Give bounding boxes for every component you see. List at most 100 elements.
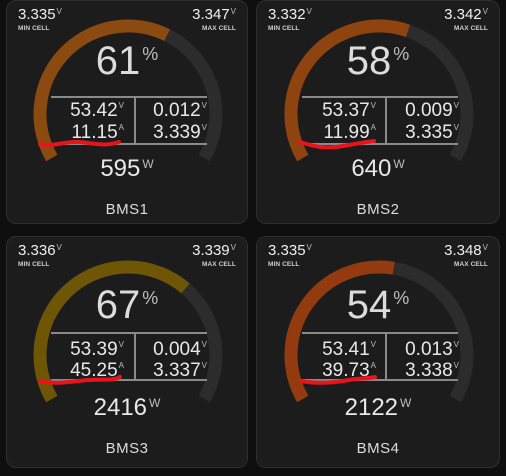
soc-value: 61 [95,39,141,83]
divider-horizontal [51,143,207,145]
min-cell-label: MIN CELL [268,261,300,268]
pack-current: 11.99A [324,123,376,142]
min-cell-unit: V [306,7,312,16]
average-cell: 3.337V [153,361,207,380]
max-cell-reading: 3.342V MAX CELL [444,7,488,33]
cell-difference-value: 0.013 [405,339,453,360]
pack-current-value: 11.15 [71,122,118,143]
pack-current: 39.73A [322,361,376,380]
current-unit: A [370,123,376,132]
max-cell-label: MAX CELL [453,25,488,32]
average-cell-value: 3.337 [153,360,201,381]
bms-name: BMS2 [356,201,400,218]
min-cell-label: MIN CELL [18,261,50,268]
bms-name: BMS4 [356,440,400,457]
soc-percentage: 54% [257,285,499,325]
divider-vertical [385,332,387,381]
average-unit: V [453,361,459,370]
max-cell-reading: 3.348V MAX CELL [444,243,488,269]
max-cell-value: 3.348 [444,242,482,259]
average-unit: V [453,123,459,132]
min-cell-unit: V [56,7,62,16]
average-cell: 3.335V [405,123,459,142]
power-value: 640 [351,155,392,182]
max-cell-reading: 3.339V MAX CELL [192,243,236,269]
soc-gauge [33,260,223,403]
divider-vertical [385,96,387,145]
cell-difference-value: 0.004 [153,339,201,360]
pack-voltage-value: 53.39 [70,339,118,360]
power-unit: W [142,157,154,171]
soc-value: 54 [346,283,392,327]
bms-name: BMS1 [105,201,149,218]
power-unit: W [149,396,161,410]
max-cell-unit: V [230,243,236,252]
percent-symbol: % [142,44,159,64]
average-cell-value: 3.335 [405,122,453,143]
power-reading: 640 W [257,157,499,181]
cell-difference-value: 0.012 [153,100,201,121]
soc-value: 58 [346,39,392,83]
current-unit: A [118,123,124,132]
difference-unit: V [201,340,207,349]
min-cell-unit: V [306,243,312,252]
current-unit: A [118,361,124,370]
divider-horizontal [51,96,207,98]
pack-voltage: 53.42V [70,101,124,120]
percent-symbol: % [393,44,410,64]
difference-unit: V [453,101,459,110]
soc-value: 67 [95,283,141,327]
max-cell-value: 3.347 [192,6,230,23]
max-cell-label: MAX CELL [201,261,236,268]
cell-difference: 0.009V [405,101,459,120]
soc-gauge [284,260,474,403]
min-cell-reading: 3.335V MIN CELL [268,243,312,269]
divider-horizontal [51,379,207,381]
percent-symbol: % [142,288,159,308]
soc-gauge [284,19,474,162]
power-reading: 2416 W [7,396,247,420]
pack-current-value: 39.73 [322,360,370,381]
soc-gauge [33,19,223,162]
bms-card[interactable]: 3.335V MIN CELL 3.347V MAX CELL 61% 53.4… [6,0,248,224]
current-unit: A [370,361,376,370]
percent-symbol: % [393,288,410,308]
min-cell-value: 3.336 [18,242,56,259]
gauge-fill [284,260,395,403]
gauge-fill [33,260,190,403]
power-reading: 595 W [7,157,247,181]
cell-difference: 0.004V [153,340,207,359]
divider-horizontal [302,143,458,145]
power-reading: 2122 W [257,396,499,420]
pack-current-value: 45.25 [70,360,118,381]
gauge-fill [284,19,411,162]
max-cell-value: 3.342 [444,6,482,23]
max-cell-label: MAX CELL [201,25,236,32]
min-cell-unit: V [56,243,62,252]
pack-current: 45.25A [70,361,124,380]
min-cell-value: 3.332 [268,6,306,23]
pack-current-value: 11.99 [323,122,370,143]
bms-card[interactable]: 3.335V MIN CELL 3.348V MAX CELL 54% 53.4… [256,236,500,468]
max-cell-unit: V [230,7,236,16]
bms-card[interactable]: 3.332V MIN CELL 3.342V MAX CELL 58% 53.3… [256,0,500,224]
bms-name: BMS3 [105,440,149,457]
pack-voltage: 53.41V [322,340,376,359]
max-cell-value: 3.339 [192,242,230,259]
min-cell-reading: 3.332V MIN CELL [268,7,312,33]
average-unit: V [201,123,207,132]
min-cell-reading: 3.336V MIN CELL [18,243,62,269]
divider-vertical [134,96,136,145]
soc-percentage: 61% [7,41,247,81]
min-cell-label: MIN CELL [268,25,300,32]
max-cell-unit: V [482,7,488,16]
min-cell-reading: 3.335V MIN CELL [18,7,62,33]
pack-voltage-value: 53.37 [322,100,370,121]
pack-voltage-value: 53.41 [322,339,370,360]
power-value: 2122 [344,394,399,421]
difference-unit: V [201,101,207,110]
soc-percentage: 67% [7,285,247,325]
bms-card[interactable]: 3.336V MIN CELL 3.339V MAX CELL 67% 53.3… [6,236,248,468]
power-unit: W [393,157,405,171]
soc-percentage: 58% [257,41,499,81]
